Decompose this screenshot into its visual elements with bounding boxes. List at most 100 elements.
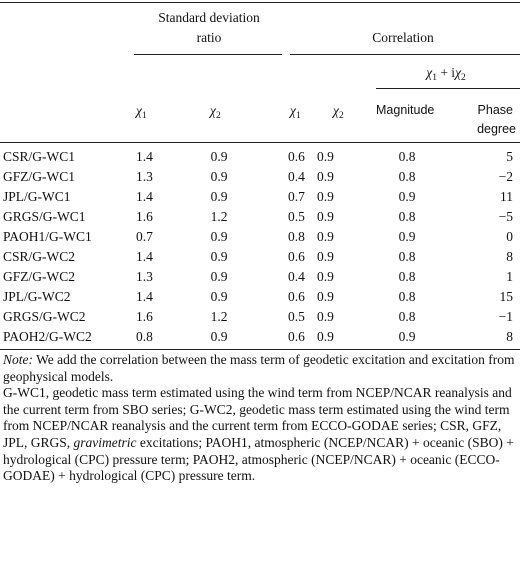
- phase-value: −2: [498, 169, 513, 184]
- header-sd-line1: Standard deviation: [158, 10, 260, 25]
- magnitude-value: 0.9: [398, 329, 416, 344]
- phase-value: 15: [499, 289, 514, 304]
- definitions-gravimetric: gravimetric: [73, 434, 137, 450]
- header-complex-group: χ1 + iχ2: [426, 65, 466, 83]
- corr-chi2-value: 0.9: [317, 329, 334, 344]
- header-complex-rule: [376, 88, 520, 89]
- header-bottom-rule: [0, 142, 520, 143]
- sd-chi2-value: 1.2: [210, 209, 228, 224]
- sd-chi2-value: 0.9: [210, 149, 228, 164]
- sd-chi2-value: 0.9: [210, 189, 228, 204]
- sd-chi2-value: 0.9: [210, 329, 228, 344]
- table-row: PAOH2/G-WC2 0.8 0.9 0.6 0.9 0.9 8: [0, 327, 520, 347]
- note-text: We add the correlation between the mass …: [3, 352, 515, 384]
- corr-chi2-value: 0.9: [317, 289, 334, 304]
- corr-chi1-value: 0.5: [288, 309, 305, 324]
- corr-chi1-value: 0.6: [288, 149, 305, 164]
- sd-chi2-value: 0.9: [210, 169, 228, 184]
- sd-chi1-value: 1.4: [136, 149, 153, 164]
- corr-chi1-value: 0.6: [288, 249, 305, 264]
- row-label: CSR/G-WC2: [3, 249, 76, 264]
- row-label: CSR/G-WC1: [3, 149, 76, 164]
- table-row: GRGS/G-WC1 1.6 1.2 0.5 0.9 0.8 −5: [0, 207, 520, 227]
- sd-chi1-value: 1.3: [136, 169, 153, 184]
- row-label: GFZ/G-WC2: [3, 269, 75, 284]
- table-notes: Note: We add the correlation between the…: [3, 352, 517, 485]
- row-label: GFZ/G-WC1: [3, 169, 75, 184]
- phase-value: 1: [506, 269, 513, 284]
- magnitude-value: 0.8: [398, 249, 416, 264]
- sd-chi1-value: 1.6: [136, 209, 153, 224]
- col-corr-chi2: χ2: [333, 103, 344, 121]
- table-row: PAOH1/G-WC1 0.7 0.9 0.8 0.9 0.9 0: [0, 227, 520, 247]
- corr-chi2-value: 0.9: [317, 189, 334, 204]
- note-label: Note:: [3, 352, 33, 367]
- table-bottom-rule: [0, 349, 520, 350]
- corr-chi1-value: 0.6: [288, 289, 305, 304]
- phase-value: −1: [498, 309, 513, 324]
- corr-chi2-value: 0.9: [317, 169, 334, 184]
- top-rule: [0, 2, 520, 3]
- corr-chi1-value: 0.5: [288, 209, 305, 224]
- row-label: PAOH2/G-WC2: [3, 329, 92, 344]
- phase-value: 8: [506, 249, 513, 264]
- magnitude-value: 0.8: [398, 309, 416, 324]
- table-row: CSR/G-WC1 1.4 0.9 0.6 0.9 0.8 5: [0, 147, 520, 167]
- table-row: GFZ/G-WC2 1.3 0.9 0.4 0.9 0.8 1: [0, 267, 520, 287]
- sd-chi2-value: 0.9: [210, 229, 228, 244]
- sd-chi2-value: 1.2: [210, 309, 228, 324]
- sd-chi1-value: 1.3: [136, 269, 153, 284]
- header-sd-line2: ratio: [196, 30, 222, 45]
- sd-chi2-value: 0.9: [210, 249, 228, 264]
- sd-chi1-value: 1.4: [136, 249, 153, 264]
- definitions-text-a: G-WC1, geodetic mass term estimated usin…: [3, 385, 512, 450]
- sd-chi1-value: 1.4: [136, 289, 153, 304]
- corr-chi1-value: 0.8: [288, 229, 305, 244]
- note-paragraph: Note: We add the correlation between the…: [3, 352, 517, 385]
- col-phase-line1: Phase: [477, 103, 513, 117]
- sd-chi2-value: 0.9: [210, 289, 228, 304]
- magnitude-value: 0.8: [398, 209, 416, 224]
- table-row: GFZ/G-WC1 1.3 0.9 0.4 0.9 0.8 −2: [0, 167, 520, 187]
- sd-chi1-value: 0.8: [136, 329, 153, 344]
- sd-chi2-value: 0.9: [210, 269, 228, 284]
- header-correlation-rule: [290, 54, 520, 55]
- table-row: JPL/G-WC1 1.4 0.9 0.7 0.9 0.9 11: [0, 187, 520, 207]
- col-sd-chi2: χ2: [210, 103, 221, 121]
- row-label: GRGS/G-WC2: [3, 309, 86, 324]
- magnitude-value: 0.8: [398, 149, 416, 164]
- table-row: CSR/G-WC2 1.4 0.9 0.6 0.9 0.8 8: [0, 247, 520, 267]
- sd-chi1-value: 1.6: [136, 309, 153, 324]
- col-corr-chi1: χ1: [290, 103, 301, 121]
- magnitude-value: 0.9: [398, 229, 416, 244]
- phase-value: 8: [506, 329, 513, 344]
- corr-chi1-value: 0.7: [288, 189, 305, 204]
- corr-chi2-value: 0.9: [317, 149, 334, 164]
- magnitude-value: 0.8: [398, 269, 416, 284]
- header-sd-rule: [134, 54, 282, 55]
- phase-value: −5: [498, 209, 513, 224]
- col-sd-chi1: χ1: [136, 103, 147, 121]
- row-label: GRGS/G-WC1: [3, 209, 86, 224]
- header-correlation: Correlation: [372, 30, 434, 45]
- corr-chi2-value: 0.9: [317, 209, 334, 224]
- definitions-paragraph: G-WC1, geodetic mass term estimated usin…: [3, 385, 517, 485]
- corr-chi1-value: 0.4: [288, 269, 305, 284]
- corr-chi1-value: 0.6: [288, 329, 305, 344]
- table-row: GRGS/G-WC2 1.6 1.2 0.5 0.9 0.8 −1: [0, 307, 520, 327]
- corr-chi2-value: 0.9: [317, 229, 334, 244]
- phase-value: 5: [506, 149, 513, 164]
- table-row: JPL/G-WC2 1.4 0.9 0.6 0.9 0.8 15: [0, 287, 520, 307]
- phase-value: 11: [500, 189, 513, 204]
- definitions-text-b: excitations; PAOH1, atmospheric (NCEP/NC…: [3, 434, 514, 484]
- phase-value: 0: [506, 229, 513, 244]
- magnitude-value: 0.9: [398, 189, 416, 204]
- corr-chi2-value: 0.9: [317, 269, 334, 284]
- col-magnitude: Magnitude: [376, 103, 435, 117]
- sd-chi1-value: 1.4: [136, 189, 153, 204]
- corr-chi1-value: 0.4: [288, 169, 305, 184]
- sd-chi1-value: 0.7: [136, 229, 153, 244]
- corr-chi2-value: 0.9: [317, 309, 334, 324]
- row-label: JPL/G-WC1: [3, 189, 71, 204]
